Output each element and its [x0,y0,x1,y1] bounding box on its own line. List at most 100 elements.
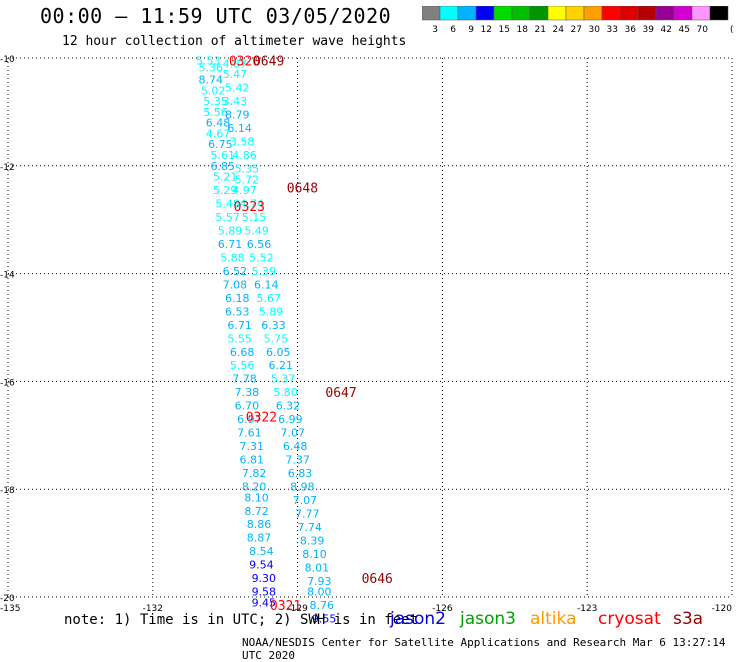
swh-value: 8.87 [247,532,272,545]
swh-value: 8.20 [242,481,267,494]
legend-swatch [511,6,531,21]
swh-value: 6.53 [225,305,250,318]
swh-value: 6.48 [206,117,231,130]
swh-value: 6.18 [225,292,250,305]
lat-tick-label: -20 [0,594,15,604]
swh-value: 5.39 [252,265,277,278]
legend-tick-label: 24 [553,25,565,35]
legend-tick-label: 21 [535,25,546,35]
swh-value: 4.87 [223,57,248,70]
legend-swatch [709,6,729,21]
swh-value: 8.98 [290,481,315,494]
swh-value: 5.29 [213,184,238,197]
swh-value: 6.21 [268,359,293,372]
swh-value: 5.48 [215,198,240,211]
swh-value: 5.89 [218,224,243,237]
swh-value: 7.31 [239,440,264,453]
legend-swatch [601,6,621,21]
swh-value: 4.86 [232,149,257,162]
swh-value: 8.72 [244,505,269,518]
swh-value: 5.89 [259,305,284,318]
swh-value: 6.52 [223,265,248,278]
swh-value: 6.81 [239,454,264,467]
pass-time-label: 0320 [229,55,260,70]
legend-swatch [619,6,639,21]
swh-value: 6.33 [261,319,286,332]
swh-value: 8.00 [307,586,332,599]
legend-swatch [637,6,657,21]
legend-swatch [529,6,549,21]
swh-value: 6.71 [227,319,252,332]
legend-tick-label: 6 [450,25,456,35]
lat-tick-label: -16 [0,378,15,388]
swh-value: 8.10 [302,548,327,561]
swh-value: 3.43 [223,95,248,108]
swh-value: 5.57 [215,211,240,224]
legend-swatch [655,6,675,21]
lat-tick-label: -18 [0,486,15,496]
swh-value: 5.35 [235,162,260,175]
swh-value: 9.54 [249,559,274,572]
legend-sat-jason2: jason2 [390,609,446,629]
legend-sat-altika: altika [530,609,577,629]
legend-tick-label: (ft) [730,25,734,35]
legend-tick-label: 39 [643,25,655,35]
swh-value: 4.67 [206,127,231,140]
legend-swatch [565,6,585,21]
legend-tick-label: 36 [625,25,637,35]
swh-value: 5.88 [220,251,245,264]
swh-value: 6.99 [278,413,303,426]
swh-value: 6.70 [235,400,260,413]
page-title: 00:00 – 11:59 UTC 03/05/2020 [40,4,392,28]
lat-tick-label: -12 [0,163,15,173]
legend-swatch [493,6,513,21]
pass-time-label: 0646 [362,572,393,587]
swh-value: 7.61 [237,427,262,440]
legend-sat-cryosat: cryosat [598,609,661,629]
swh-value: 5.53 [196,55,221,68]
swh-value: 6.71 [218,238,243,251]
pass-time-label: 0649 [253,55,284,70]
swh-value: 7.82 [242,467,267,480]
swh-value: 6.14 [254,278,279,291]
swh-value: 6.85 [211,160,236,173]
swh-value: 8.39 [300,534,325,547]
swh-value: 6.48 [283,440,308,453]
swh-value: 5.47 [223,68,248,81]
swh-value: 7.77 [295,507,320,520]
legend-tick-label: 30 [589,25,601,35]
swh-value: 6.83 [288,467,313,480]
swh-value: 7.07 [293,494,318,507]
legend-swatch [439,6,459,21]
swh-value: 5.55 [227,332,252,345]
swh-value: 8.86 [247,518,272,531]
swh-value: 3.58 [230,136,255,149]
swh-value: 7.37 [285,454,310,467]
legend-swatch [457,6,477,21]
legend-tick-label: 12 [481,25,492,35]
legend-swatch [547,6,567,21]
swh-value: 5.02 [201,84,226,97]
swh-value: 5.15 [242,211,267,224]
swh-value: 5.75 [264,332,289,345]
swh-value: 6.75 [208,138,233,151]
swh-value: 5.49 [244,224,269,237]
legend-tick-label: 70 [697,25,709,35]
lat-tick-label: -14 [0,271,15,281]
legend-sat-jason3: jason3 [460,609,516,629]
swh-value: 5.67 [256,292,281,305]
swh-value: 4.74 [239,198,264,211]
legend-tick-label: 27 [571,25,582,35]
legend-tick-label: 3 [432,25,438,35]
swh-value: 8.76 [309,599,334,612]
legend-swatch [475,6,495,21]
legend-tick-label: 45 [679,25,690,35]
footer-note: note: 1) Time is in UTC; 2) SWH is in fe… [64,612,419,628]
swh-value: 6.05 [266,346,291,359]
legend-tick-label: 18 [517,25,529,35]
swh-value: 8.10 [244,491,269,504]
lat-tick-label: -10 [0,55,15,65]
swh-value: 5.35 [203,95,228,108]
